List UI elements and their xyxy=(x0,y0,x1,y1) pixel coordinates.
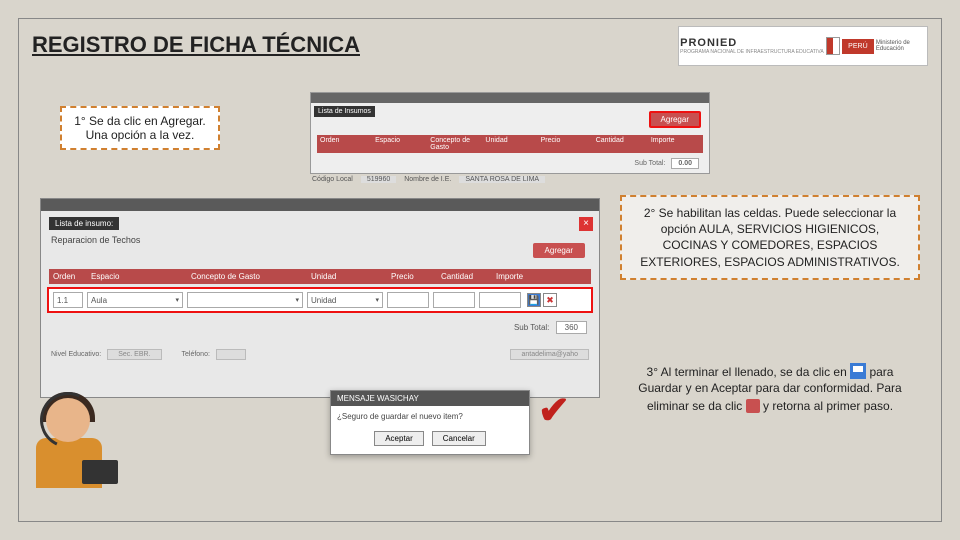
shot1-footer: Código Local 519960 Nombre de I.E. SANTA… xyxy=(312,176,545,183)
col-orden: Orden xyxy=(317,135,372,153)
col2-orden: Orden xyxy=(49,269,87,284)
delete-icon[interactable]: ✖ xyxy=(543,293,557,307)
codigo-label: Código Local xyxy=(312,176,353,183)
col-espacio: Espacio xyxy=(372,135,427,153)
subtotal-value: 0.00 xyxy=(671,158,699,169)
mini-save-icon xyxy=(850,363,866,379)
col2-unidad: Unidad xyxy=(307,269,387,284)
nivel-label: Nivel Educativo: xyxy=(51,351,101,358)
callout-step3: 3° Al terminar el llenado, se da clic en… xyxy=(620,352,920,423)
shot1-topbar xyxy=(311,93,709,103)
mail-value: antadelima@yaho xyxy=(510,349,589,360)
col2-precio: Precio xyxy=(387,269,437,284)
logo-bar: PRONIED PROGRAMA NACIONAL DE INFRAESTRUC… xyxy=(678,26,928,66)
logo-ministry: Ministerio de Educación xyxy=(876,40,926,52)
tel-value xyxy=(216,349,246,360)
shot2-columns: Orden Espacio Concepto de Gasto Unidad P… xyxy=(49,269,591,284)
nivel-value: Sec. EBR. xyxy=(107,349,161,360)
col2-importe: Importe xyxy=(492,269,547,284)
screenshot-panel-top: Lista de Insumos Agregar Orden Espacio C… xyxy=(310,92,710,174)
cell-concepto-select[interactable] xyxy=(187,292,303,308)
dialog-body: ¿Seguro de guardar el nuevo item? xyxy=(331,406,529,427)
col2-concepto: Concepto de Gasto xyxy=(187,269,307,284)
shot2-footer: Nivel Educativo: Sec. EBR. Teléfono: anta… xyxy=(51,349,589,360)
support-agent-illustration xyxy=(24,388,114,498)
checkmark-icon: ✔ xyxy=(538,388,570,433)
nombre-value: SANTA ROSA DE LIMA xyxy=(459,176,545,183)
subtotal-label: Sub Total: xyxy=(634,160,665,167)
page-title: REGISTRO DE FICHA TÉCNICA xyxy=(32,32,360,58)
col-concepto: Concepto de Gasto xyxy=(427,135,482,153)
cell-importe[interactable] xyxy=(479,292,521,308)
logo-brand: PRONIED xyxy=(680,37,824,49)
cell-cantidad[interactable] xyxy=(433,292,475,308)
screenshot-panel-main: Lista de insumo: × Reparacion de Techos … xyxy=(40,198,600,398)
lista-insumo-label: Lista de insumo: xyxy=(49,217,119,230)
shot1-subtotal: Sub Total: 0.00 xyxy=(634,160,699,167)
aceptar-button[interactable]: Aceptar xyxy=(374,431,424,446)
callout-step1: 1° Se da clic en Agregar. Una opción a l… xyxy=(60,106,220,150)
shot1-columns: Orden Espacio Concepto de Gasto Unidad P… xyxy=(317,135,703,153)
cell-orden[interactable]: 1.1 xyxy=(53,292,83,308)
shot2-topbar xyxy=(41,199,599,211)
subtotal2-value: 360 xyxy=(556,321,587,334)
col-importe: Importe xyxy=(648,135,703,153)
shot2-title: Reparacion de Techos xyxy=(51,235,140,245)
cell-precio[interactable] xyxy=(387,292,429,308)
codigo-value: 519960 xyxy=(361,176,396,183)
save-icon[interactable]: 💾 xyxy=(527,293,541,307)
subtotal2-label: Sub Total: xyxy=(514,323,549,332)
shot1-header: Lista de Insumos xyxy=(314,106,375,117)
col-unidad: Unidad xyxy=(482,135,537,153)
table-row: 1.1 Aula Unidad 💾 ✖ xyxy=(47,287,593,313)
close-icon[interactable]: × xyxy=(579,217,593,231)
col2-cantidad: Cantidad xyxy=(437,269,492,284)
callout-step2: 2° Se habilitan las celdas. Puede selecc… xyxy=(620,195,920,280)
cancelar-button[interactable]: Cancelar xyxy=(432,431,486,446)
tel-label: Teléfono: xyxy=(182,351,210,358)
agregar-button-2[interactable]: Agregar xyxy=(533,243,585,258)
col-cantidad: Cantidad xyxy=(593,135,648,153)
col2-espacio: Espacio xyxy=(87,269,187,284)
shot2-subtotal: Sub Total: 360 xyxy=(514,321,587,334)
cell-espacio-select[interactable]: Aula xyxy=(87,292,183,308)
confirm-dialog: MENSAJE WASICHAY ¿Seguro de guardar el n… xyxy=(330,390,530,455)
mini-delete-icon xyxy=(746,399,760,413)
shield-icon xyxy=(826,37,840,55)
nombre-label: Nombre de I.E. xyxy=(404,176,451,183)
col-precio: Precio xyxy=(538,135,593,153)
callout3-part-a: 3° Al terminar el llenado, se da clic en xyxy=(647,365,847,379)
row-actions: 💾 ✖ xyxy=(527,293,557,307)
logo-sub: PROGRAMA NACIONAL DE INFRAESTRUCTURA EDU… xyxy=(680,49,824,55)
agregar-button[interactable]: Agregar xyxy=(649,111,701,128)
cell-unidad-select[interactable]: Unidad xyxy=(307,292,383,308)
callout3-part-c: y retorna al primer paso. xyxy=(763,399,893,413)
dialog-title: MENSAJE WASICHAY xyxy=(331,391,529,406)
logo-tag: PERÚ xyxy=(842,39,873,54)
